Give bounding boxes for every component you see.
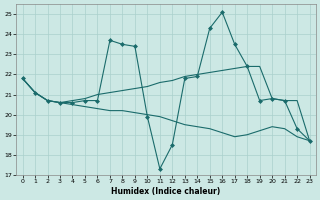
X-axis label: Humidex (Indice chaleur): Humidex (Indice chaleur) [111, 187, 221, 196]
